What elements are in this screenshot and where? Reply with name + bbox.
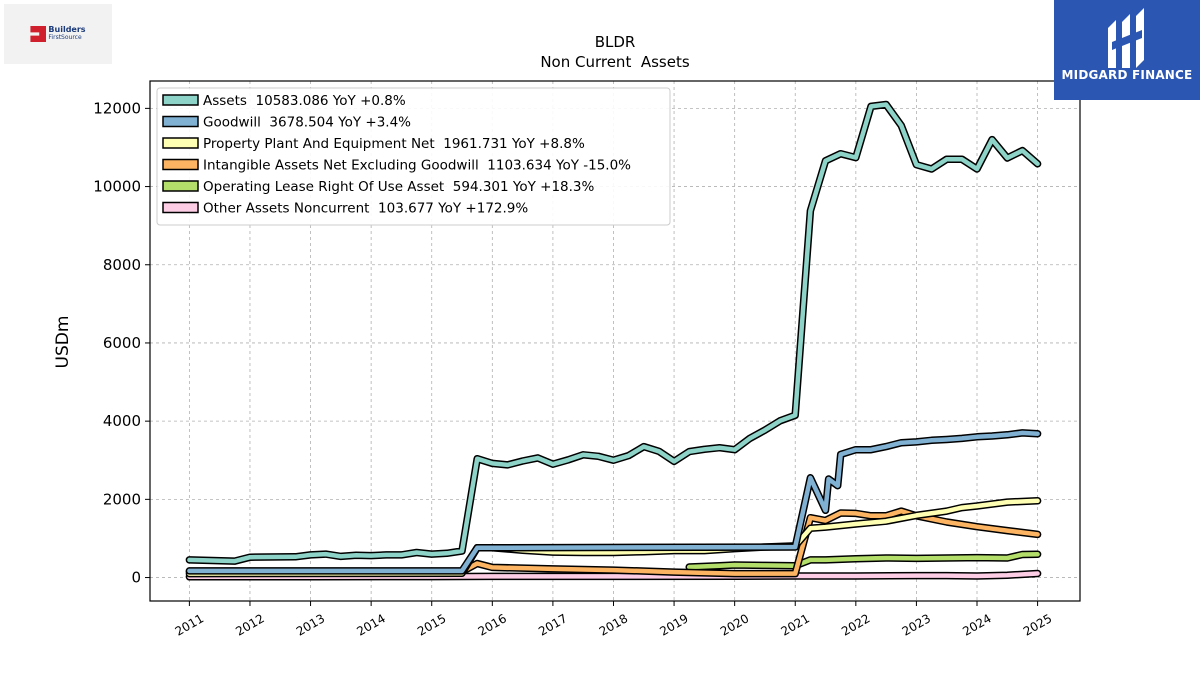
x-tick-label: 2012 (233, 611, 266, 638)
chart-subtitle: Non Current Assets (540, 53, 690, 71)
legend-swatch (162, 115, 199, 128)
legend-swatch (162, 158, 199, 171)
series-line (187, 508, 1040, 576)
x-tick-label: 2013 (294, 611, 327, 638)
brand-right-name: MIDGARD FINANCE (1061, 68, 1193, 82)
brand-left-line1: Builders (48, 25, 86, 34)
series-line (187, 430, 1040, 574)
midgard-logo-icon (1108, 8, 1144, 68)
legend-label: Operating Lease Right Of Use Asset 594.3… (203, 179, 595, 195)
midgard-finance-logo: MIDGARD FINANCE (1054, 0, 1200, 100)
x-tick-label: 2011 (173, 611, 206, 638)
x-tick-label: 2017 (536, 611, 569, 638)
legend-label: Property Plant And Equipment Net 1961.73… (203, 136, 585, 152)
builders-firstsource-logo: Builders FirstSource (4, 4, 112, 64)
legend (156, 87, 671, 226)
chart-title: BLDR (595, 33, 636, 51)
y-axis-label: USDm (53, 316, 73, 369)
x-tick-label: 2014 (354, 611, 387, 638)
x-tick-label: 2025 (1021, 611, 1054, 638)
y-tick-label: 0 (131, 569, 141, 587)
y-tick-label: 10000 (93, 178, 141, 196)
x-tick-label: 2023 (900, 611, 933, 638)
legend-swatch (162, 201, 199, 214)
legend-swatch (162, 137, 199, 149)
legend-label: Assets 10583.086 YoY +0.8% (203, 93, 406, 109)
plot-frame (149, 80, 1081, 602)
y-tick-label: 8000 (103, 256, 141, 274)
legend-label: Intangible Assets Net Excluding Goodwill… (203, 158, 631, 174)
x-tick-label: 2018 (597, 611, 630, 638)
series-line (187, 102, 1040, 564)
x-tick-label: 2016 (476, 611, 509, 638)
y-tick-label: 6000 (103, 334, 141, 352)
y-tick-label: 12000 (93, 99, 141, 117)
x-tick-label: 2020 (718, 611, 751, 638)
legend-label: Other Assets Noncurrent 103.677 YoY +172… (203, 201, 528, 217)
legend-swatch (162, 180, 199, 192)
y-tick-label: 4000 (103, 412, 141, 430)
series-line (686, 552, 1040, 570)
builders-logo-icon (30, 26, 47, 42)
legend-swatch (162, 94, 199, 106)
legend-label: Goodwill 3678.504 YoY +3.4% (203, 115, 411, 131)
brand-left-line2: FirstSource (48, 34, 82, 41)
x-tick-label: 2015 (415, 611, 448, 638)
x-tick-label: 2024 (960, 611, 993, 638)
y-tick-label: 2000 (103, 490, 141, 508)
plot-area: 0 2000 4000 6000 8000 10000 12000 2011 2012 2013 2… (93, 80, 1081, 639)
x-tick-label: 2019 (657, 611, 690, 638)
x-tick-label: 2021 (779, 611, 812, 638)
x-tick-label: 2022 (839, 611, 872, 638)
